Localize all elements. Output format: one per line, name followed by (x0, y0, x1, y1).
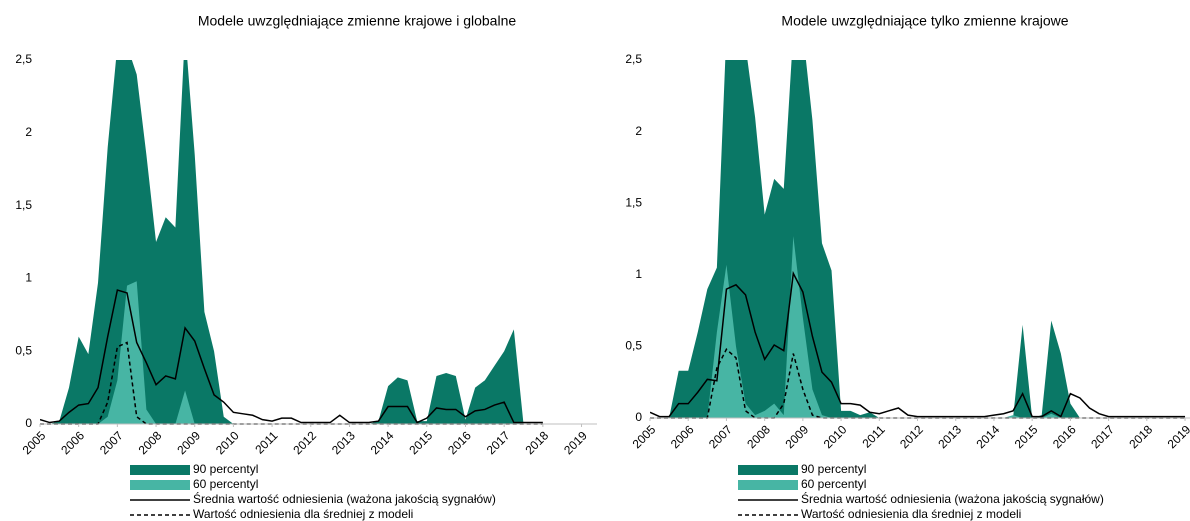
x-tick-label: 2014 (974, 422, 1003, 451)
legend-swatch (738, 480, 798, 490)
x-tick-label: 2017 (1088, 422, 1117, 451)
y-tick-label: 0 (635, 410, 642, 424)
x-tick-label: 2017 (484, 428, 513, 457)
line (650, 270, 1186, 418)
x-tick-label: 2009 (782, 422, 811, 451)
x-tick-label: 2007 (97, 428, 126, 457)
legend-swatch (130, 465, 190, 475)
x-tick-label: 2009 (174, 428, 203, 457)
x-tick-label: 2019 (561, 428, 590, 457)
legend-label: 90 percentyl (193, 462, 258, 476)
x-tick-label: 2013 (935, 422, 964, 451)
legend-label: Wartość odniesienia dla średniej z model… (801, 507, 1021, 521)
x-tick-label: 2006 (58, 428, 87, 457)
x-tick-label: 2019 (1165, 422, 1190, 451)
x-tick-label: 2011 (252, 428, 280, 456)
x-tick-label: 2016 (445, 428, 474, 457)
plot-area (650, 60, 1186, 419)
x-tick-label: 2012 (290, 428, 319, 457)
x-tick-label: 2015 (1012, 422, 1041, 451)
legend-label: 90 percentyl (801, 462, 866, 476)
x-tick-label: 2008 (136, 428, 165, 457)
x-tick-label: 2005 (20, 428, 49, 457)
y-tick-label: 2,5 (625, 52, 642, 66)
y-tick-label: 1,5 (625, 195, 642, 209)
y-tick-label: 2 (635, 124, 642, 138)
y-tick-label: 0,5 (15, 343, 32, 357)
legend-swatch (738, 465, 798, 475)
area (40, 60, 543, 424)
x-tick-label: 2018 (522, 428, 551, 457)
line (40, 289, 543, 424)
x-tick-label: 2008 (744, 422, 773, 451)
legend-label: 60 percentyl (801, 477, 866, 491)
area (650, 60, 1186, 418)
y-tick-label: 0,5 (625, 339, 642, 353)
area (40, 281, 543, 424)
legend-label: 60 percentyl (193, 477, 258, 491)
legend-swatch (130, 480, 190, 490)
y-tick-label: 1 (635, 267, 642, 281)
x-tick-label: 2015 (406, 428, 435, 457)
legend-label: Średnia wartość odniesienia (ważona jako… (801, 491, 1104, 506)
y-tick-label: 2 (25, 125, 32, 139)
x-tick-label: 2006 (668, 422, 697, 451)
x-tick-label: 2013 (329, 428, 358, 457)
x-tick-label: 2010 (821, 422, 850, 451)
plot-area (40, 60, 543, 425)
x-tick-label: 2010 (213, 428, 242, 457)
y-tick-label: 2,5 (15, 52, 32, 66)
y-tick-label: 0 (25, 416, 32, 430)
chart-title: Modele uwzględniające zmienne krajowe i … (198, 13, 517, 29)
x-tick-label: 2005 (630, 422, 659, 451)
x-tick-label: 2018 (1126, 422, 1155, 451)
x-tick-label: 2014 (368, 428, 397, 457)
x-tick-label: 2016 (1050, 422, 1079, 451)
chart-title: Modele uwzględniające tylko zmienne kraj… (781, 13, 1068, 29)
y-tick-label: 1 (25, 271, 32, 285)
x-tick-label: 2012 (897, 422, 926, 451)
y-tick-label: 1,5 (15, 198, 32, 212)
legend-label: Średnia wartość odniesienia (ważona jako… (193, 491, 496, 506)
x-tick-label: 2007 (706, 422, 735, 451)
x-tick-label: 2011 (860, 422, 888, 450)
legend-label: Wartość odniesienia dla średniej z model… (193, 507, 413, 521)
